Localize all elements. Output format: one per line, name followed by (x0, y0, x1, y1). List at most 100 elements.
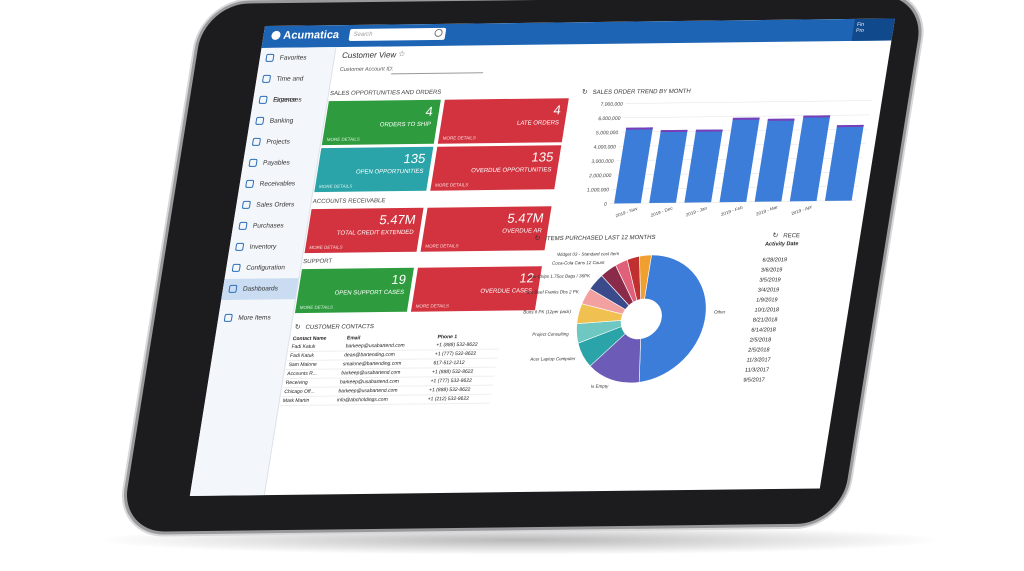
pie-label: Ball Park Beef Franks Dbs 2 PK (515, 289, 579, 295)
y-tick-label: 5,000,000 (595, 130, 618, 136)
activity-date: 1/9/2019 (755, 297, 778, 304)
sidebar-item-banking[interactable]: Banking (248, 110, 325, 132)
x-tick-label: 2019 - Feb (721, 205, 744, 217)
sidebar-item-label: Receivables (259, 180, 296, 188)
more-details-link[interactable]: MORE DETAILS (318, 183, 353, 190)
contacts-title-text: CUSTOMER CONTACTS (304, 324, 375, 331)
tile-overdue-cases[interactable]: 12 OVERDUE CASES MORE DETAILS (410, 266, 542, 312)
payables-icon (248, 158, 258, 167)
tile-late-orders[interactable]: 4 LATE ORDERS MORE DETAILS (437, 98, 569, 144)
search-input[interactable]: Search (348, 27, 447, 41)
tile-value: 4 (424, 103, 435, 119)
bar[interactable] (789, 115, 831, 202)
recent-title: ↻ RECE (772, 231, 801, 239)
pie-label: Project Consulting (532, 331, 570, 336)
section-ar: ACCOUNTS RECEIVABLE (312, 198, 386, 206)
grid-line (623, 114, 870, 119)
more-details-link[interactable]: MORE DETAILS (299, 304, 334, 311)
activity-date: 11/3/2017 (745, 357, 771, 364)
search-icon[interactable] (433, 28, 444, 37)
more-details-link[interactable]: MORE DETAILS (442, 135, 477, 141)
section-support: SUPPORT (302, 258, 333, 266)
corner-text-2: Pro (855, 27, 865, 34)
tile-label: LATE ORDERS (516, 120, 560, 127)
x-tick-label: 2019 - Dec (650, 205, 674, 218)
bar[interactable] (824, 124, 864, 201)
more-details-link[interactable]: MORE DETAILS (326, 136, 361, 143)
activity-date: 11/3/2017 (744, 367, 770, 374)
bar[interactable] (684, 129, 723, 203)
tile-label: OVERDUE OPPORTUNITIES (470, 167, 552, 175)
more-details-link[interactable]: MORE DETAILS (415, 303, 450, 309)
pie-slice[interactable] (631, 254, 715, 383)
activity-date: 2/5/2018 (747, 347, 770, 354)
refresh-icon[interactable]: ↻ (771, 232, 779, 240)
sidebar-item-time-and-expenses[interactable]: Time and Expenses (255, 68, 332, 104)
pie-slice[interactable] (632, 254, 652, 300)
sidebar-item-inventory[interactable]: Inventory (228, 236, 305, 258)
more-details-link[interactable]: MORE DETAILS (434, 182, 469, 188)
sidebar-item-label: Configuration (245, 264, 286, 272)
sidebar-item-receivables[interactable]: Receivables (238, 173, 315, 195)
items-pie-chart: Other Is Empty Acer Laptop Computer Project… (510, 251, 727, 389)
tile-total-credit[interactable]: 5.47M TOTAL CREDIT EXTENDED MORE DETAILS (304, 207, 424, 254)
sidebar-item-dashboards[interactable]: Dashboards (221, 278, 299, 300)
bar[interactable] (719, 117, 760, 203)
sidebar-item-sales-orders[interactable]: Sales Orders (235, 194, 312, 216)
more-details-link[interactable]: MORE DETAILS (309, 244, 343, 251)
inventory-icon (235, 242, 245, 251)
tile-orders-to-ship[interactable]: 4 ORDERS TO SHIP MORE DETAILS (321, 99, 441, 146)
tile-overdue-ar[interactable]: 5.47M OVERDUE AR MORE DETAILS (420, 206, 552, 252)
activity-date-header: Activity Date (764, 241, 799, 248)
sidebar-item-label: Sales Orders (255, 201, 295, 209)
star-icon[interactable]: ☆ (397, 49, 407, 59)
sidebar-item-label: Banking (269, 117, 294, 125)
bar-cap (625, 127, 653, 130)
sidebar-item-label: Projects (265, 138, 291, 146)
trend-title: ↻ SALES ORDER TREND BY MONTH (581, 87, 691, 96)
bar[interactable] (754, 118, 795, 202)
activity-date: 6/14/2018 (750, 327, 777, 334)
tile-open-support-cases[interactable]: 19 OPEN SUPPORT CASES MORE DETAILS (294, 267, 414, 314)
pie-label: Widget 03 - Standard cost Item (557, 251, 620, 257)
refresh-icon[interactable]: ↻ (294, 323, 302, 332)
page-title: Customer View (341, 50, 397, 61)
tile-value: 135 (530, 149, 555, 165)
pie-label: Other (714, 309, 727, 314)
bar-cap (732, 117, 760, 120)
sidebar-item-favorites[interactable]: Favorites (258, 47, 335, 69)
activity-date: 9/5/2017 (742, 377, 766, 384)
sidebar-item-configuration[interactable]: Configuration (225, 257, 302, 279)
sidebar-item-finance[interactable]: Finance (251, 89, 328, 111)
activity-date: 3/6/2019 (760, 267, 783, 274)
bar[interactable] (614, 127, 653, 204)
user-menu[interactable]: Fin Pro (851, 18, 895, 41)
table-row[interactable]: Mark Martin info@abcholdings.com +1 (212) … (280, 394, 492, 406)
refresh-icon[interactable]: ↻ (533, 235, 541, 243)
x-tick-label: 2019 - Mar (756, 204, 779, 216)
sidebar-item-purchases[interactable]: Purchases (231, 215, 308, 237)
activity-dates: Activity Date 6/28/2019 3/6/2019 3/5/2019 3/… (742, 241, 799, 387)
tile-open-opportunities[interactable]: 135 OPEN OPPORTUNITIES MORE DETAILS (314, 146, 434, 193)
sidebar-item-projects[interactable]: Projects (245, 131, 322, 153)
activity-date: 3/4/2019 (757, 287, 780, 294)
customer-account-field[interactable] (391, 64, 485, 75)
sidebar-item-payables[interactable]: Payables (241, 152, 318, 174)
tile-value: 4 (552, 102, 563, 118)
sidebar-item-label: Inventory (249, 243, 277, 251)
refresh-icon[interactable]: ↻ (581, 88, 589, 97)
y-tick-label: 0 (603, 202, 607, 208)
sidebar-item-label: Favorites (279, 54, 308, 62)
sidebar-item-more-items[interactable]: More Items (217, 307, 294, 329)
grid-icon (223, 313, 233, 322)
tile-overdue-opportunities[interactable]: 135 OVERDUE OPPORTUNITIES MORE DETAILS (430, 145, 562, 191)
gear-icon (231, 263, 241, 272)
more-details-link[interactable]: MORE DETAILS (425, 243, 459, 249)
y-tick-label: 3,000,000 (591, 159, 614, 165)
table-cell: +1 (212) 532-8622 (424, 394, 492, 404)
pie-label: Hot Dog Buns 8 PK (12per pack) (510, 309, 572, 315)
activity-date: 2/5/2018 (749, 337, 772, 344)
bar[interactable] (649, 129, 688, 204)
brand-logo[interactable]: Acumatica (270, 29, 340, 42)
bar-cap (803, 115, 831, 118)
